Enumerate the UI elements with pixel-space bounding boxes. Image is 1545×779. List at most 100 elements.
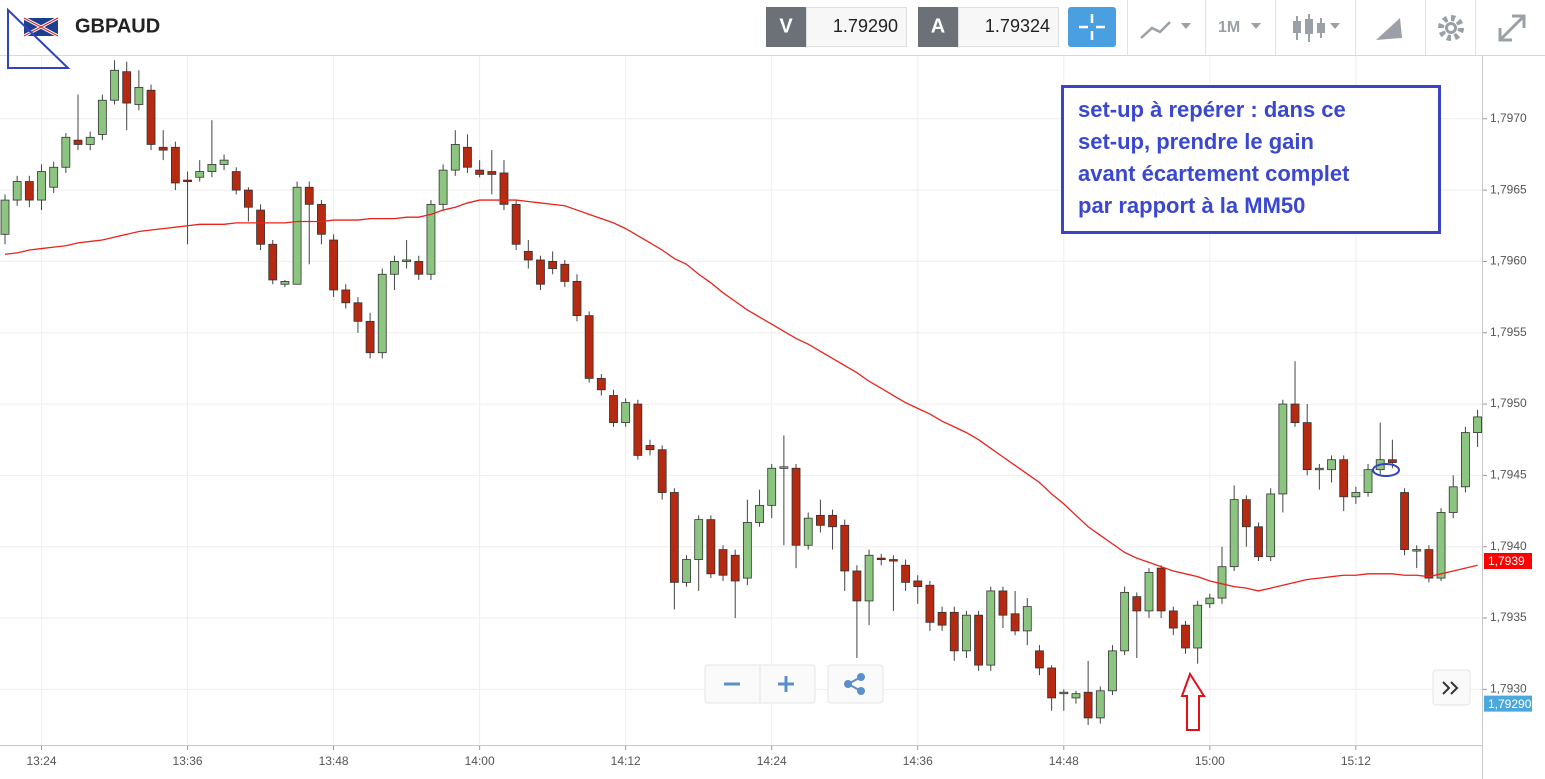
annotation-line: set-up à repérer : dans ce [1078,97,1346,122]
x-tick-label: 14:24 [757,754,787,768]
candle-body [901,564,910,583]
candles-icon-body [1317,23,1325,33]
candle-body [1108,650,1117,692]
timeframe[interactable]: 1M [1218,19,1240,36]
candle-body [1339,459,1349,498]
draw-icon[interactable] [1376,18,1402,40]
bid-button[interactable] [766,7,806,47]
candle-body [49,166,59,188]
candle-body [195,171,205,178]
candle-body [1083,691,1093,719]
ask-button[interactable] [918,7,958,47]
candle-body [669,492,679,583]
candle-body [499,172,509,205]
symbol: GBPAUD [75,15,160,37]
scroll-right-button[interactable] [1432,669,1471,706]
share-button[interactable] [827,664,884,704]
candle-body [742,522,752,579]
y-tick-label: 1,7950 [1490,396,1527,410]
candle-body [1241,499,1251,528]
candle-body [1010,613,1020,632]
candle-body [1461,432,1470,488]
ask-label: A [931,15,945,37]
candle-body [913,580,923,588]
candle-body [1035,650,1044,669]
candle-body [730,554,740,582]
candle-body [1181,624,1190,649]
chart-type-icon[interactable] [1140,21,1171,39]
candle-body [183,179,192,183]
candle-body [523,251,533,261]
candle-body [852,570,862,602]
candle-body [889,559,898,562]
candle-body [1266,493,1276,558]
candle-body [438,169,448,205]
candle-body [621,402,631,424]
candle-body [402,259,412,262]
candle-body [134,86,144,105]
zoom-in[interactable] [778,676,794,692]
candle-body [584,315,594,379]
flag-cross-red [23,17,59,37]
settings-icon[interactable] [1438,15,1464,41]
corner-marker [7,7,71,69]
candle-body [1217,566,1227,599]
candle-body [1229,499,1239,568]
candle-body [377,273,387,354]
candle-body [170,146,180,184]
candle-body [925,584,935,623]
candle-body [767,467,777,506]
ask-value: 1.79324 [985,16,1050,36]
annotation-line: set-up, prendre le gain [1078,129,1314,154]
y-tick-label: 1,7970 [1490,111,1527,125]
candle-body [998,590,1008,616]
y-tick-label: 1,7960 [1490,254,1527,268]
fullscreen-icon[interactable] [1498,14,1526,42]
candle-body [645,445,655,451]
candle-body [803,517,813,546]
candle-body [986,590,996,666]
ask-box [958,7,1059,47]
candle-body [256,209,265,245]
x-tick-label: 13:24 [26,754,56,768]
candle-body [840,524,850,572]
x-tick-label: 15:12 [1341,754,1371,768]
x-tick-label: 14:48 [1049,754,1079,768]
candle-body [1120,591,1130,652]
x-tick-label: 14:36 [903,754,933,768]
candle-body [1059,691,1069,695]
price-tag [1484,552,1532,569]
candle-body [365,320,375,354]
settings-icon-hole [1448,25,1454,31]
candle-body [1314,467,1324,471]
candle-body [73,139,83,145]
candle-body [779,466,789,469]
candle-body [61,136,71,168]
candle-body [974,614,983,666]
candle-body [463,146,472,168]
y-tick-label: 1,7935 [1490,610,1527,624]
candle-body [572,280,582,317]
candle-body [718,549,728,576]
x-tick-label: 13:36 [173,754,203,768]
share-icon-dot [857,687,865,695]
y-tick-label: 1,7945 [1490,468,1527,482]
candle-body [1436,512,1446,579]
y-tick-label: 1,7940 [1490,539,1527,553]
candle-body [268,243,278,281]
y-tick-label: 1,7930 [1490,682,1527,696]
candle-body [24,181,34,201]
candle-body [548,261,558,269]
candle-body [207,164,217,172]
crosshair-button[interactable] [1068,7,1116,47]
candle-body [511,203,521,245]
candle-body [110,69,119,101]
candle-body [292,186,302,285]
dropdown-caret [1330,23,1340,29]
candle-body [475,169,485,175]
candle-body [231,171,241,191]
candle-body [937,611,947,626]
candle-body [682,559,691,583]
candle-body [1205,597,1215,605]
